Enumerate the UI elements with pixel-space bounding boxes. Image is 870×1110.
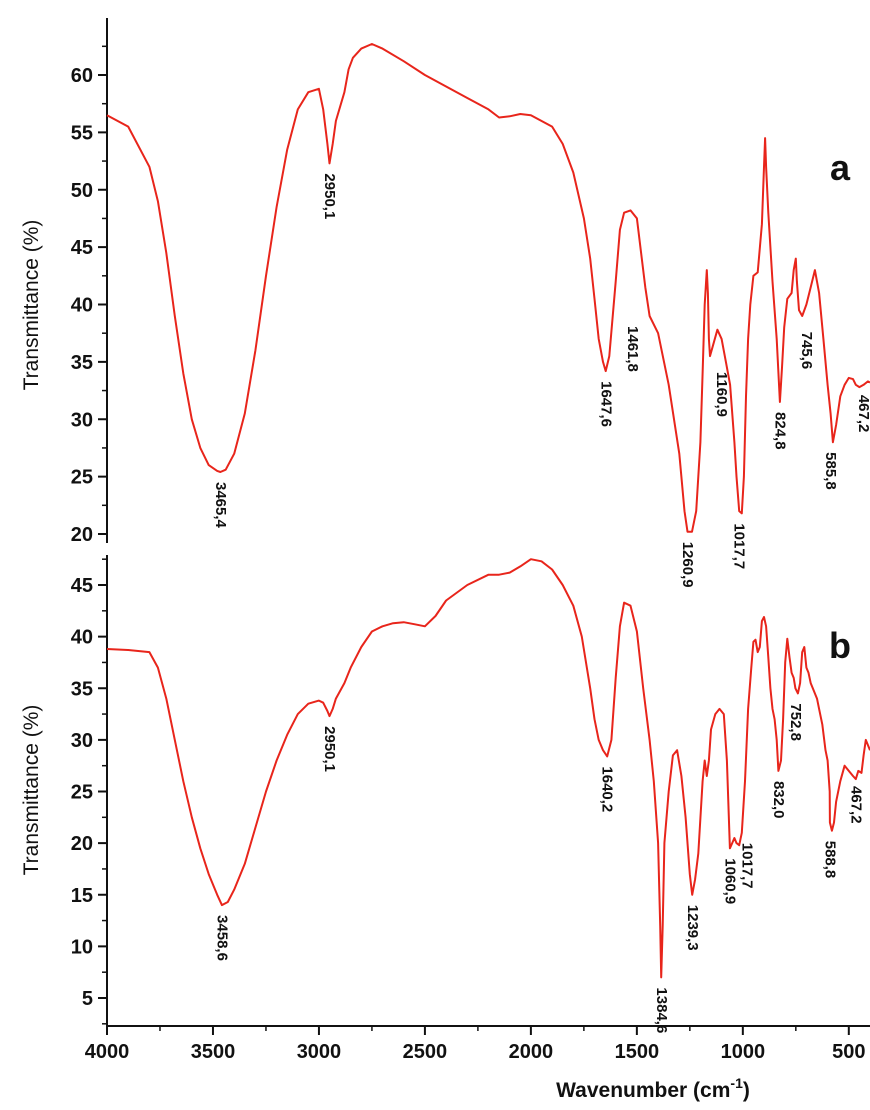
peak-label: 2950,1 (321, 726, 338, 772)
y-tick-label: 25 (71, 782, 93, 804)
x-axis-title-superscript: -1 (730, 1075, 743, 1091)
y-tick-label: 60 (71, 65, 93, 87)
peak-label: 467,2 (847, 786, 864, 824)
spectrum-line (106, 558, 870, 979)
y-tick-label: 55 (71, 122, 93, 144)
y-axis-title: Transmittance (%) (20, 705, 43, 876)
y-tick-label: 50 (71, 180, 93, 202)
y-axis-title: Transmittance (%) (20, 220, 43, 391)
peak-label: 588,8 (821, 841, 838, 879)
panel-letter: a (830, 147, 851, 188)
peak-label: 745,6 (798, 332, 815, 370)
peak-label: 1384,6 (653, 987, 670, 1033)
peak-label: 467,2 (855, 395, 870, 433)
y-tick-label: 35 (71, 678, 93, 700)
peak-label: 1017,7 (739, 843, 756, 889)
panel-b: 5 10 15 20 25 30 35 40 45 Transmittance (%) b 3458,… (20, 555, 870, 1033)
y-tick-label: 20 (71, 524, 93, 546)
panel-letter: b (829, 625, 851, 666)
peak-label: 1060,9 (721, 858, 738, 904)
y-tick-label: 25 (71, 467, 93, 489)
peak-label: 2950,1 (321, 173, 338, 219)
x-tick-label: 2000 (509, 1041, 554, 1063)
y-tick-label: 40 (71, 627, 93, 649)
x-tick-label: 3000 (297, 1041, 342, 1063)
peak-label: 585,8 (822, 452, 839, 490)
y-tick-label: 30 (71, 409, 93, 431)
x-axis-title-close: ) (743, 1079, 750, 1102)
y-tick-label: 20 (71, 833, 93, 855)
x-tick-label: 500 (832, 1041, 865, 1063)
peak-label: 832,0 (770, 781, 787, 819)
y-tick-label: 5 (82, 988, 93, 1010)
y-tick-label: 15 (71, 885, 93, 907)
x-axis: 4000 3500 3000 2500 2000 1500 1000 500 (85, 1025, 870, 1063)
peak-label: 1017,7 (731, 523, 748, 569)
x-axis-title: Wavenumber (cm-1) (556, 1075, 750, 1102)
x-tick-label: 2500 (403, 1041, 448, 1063)
y-tick-label: 35 (71, 352, 93, 374)
y-tick-label: 30 (71, 730, 93, 752)
peak-label: 1461,8 (624, 326, 641, 372)
x-tick-label: 1500 (615, 1041, 660, 1063)
peak-label: 752,8 (787, 703, 804, 741)
y-tick-label: 45 (71, 237, 93, 259)
y-tick-label: 10 (71, 936, 93, 958)
y-tick-label: 40 (71, 295, 93, 317)
x-tick-label: 3500 (191, 1041, 236, 1063)
peak-label: 824,8 (771, 412, 788, 450)
peak-label: 1160,9 (713, 372, 730, 417)
peak-label: 1239,3 (684, 905, 701, 951)
x-axis-title-text: Wavenumber (cm (556, 1079, 730, 1102)
peak-label: 1640,2 (599, 766, 616, 812)
x-tick-label: 4000 (85, 1041, 130, 1063)
panel-a: 20 25 30 35 40 45 50 55 60 Transmittance (%) a 3465… (20, 18, 870, 588)
y-tick-label: 45 (71, 575, 93, 597)
peak-label: 3465,4 (212, 482, 229, 529)
spectrum-line (106, 43, 870, 533)
peak-label: 1260,9 (679, 542, 696, 588)
x-tick-label: 1000 (721, 1041, 766, 1063)
peak-label: 3458,6 (213, 915, 230, 961)
peak-label: 1647,6 (597, 381, 614, 427)
